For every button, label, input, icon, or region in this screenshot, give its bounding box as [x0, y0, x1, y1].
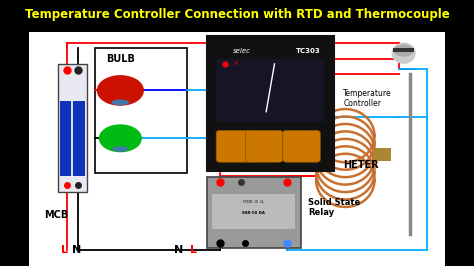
Ellipse shape — [112, 100, 128, 105]
Text: Temperature
Controller: Temperature Controller — [343, 89, 392, 108]
Text: FOTEK  CE  UL: FOTEK CE UL — [243, 200, 264, 204]
Text: HETER: HETER — [343, 160, 379, 170]
Circle shape — [100, 125, 141, 152]
Text: BULB: BULB — [106, 53, 135, 64]
Bar — [60, 101, 85, 176]
FancyBboxPatch shape — [246, 130, 283, 162]
Ellipse shape — [113, 147, 128, 151]
FancyBboxPatch shape — [58, 64, 87, 192]
Text: TC303: TC303 — [296, 48, 320, 53]
Bar — [216, 59, 325, 122]
FancyBboxPatch shape — [216, 130, 254, 162]
FancyBboxPatch shape — [207, 36, 334, 171]
Text: Solid State
Relay: Solid State Relay — [308, 198, 360, 217]
Bar — [29, 32, 445, 266]
Bar — [393, 48, 414, 52]
Bar — [212, 194, 295, 229]
Text: R: R — [235, 61, 238, 66]
Text: L: L — [61, 245, 68, 255]
Text: N: N — [174, 245, 183, 255]
Bar — [95, 48, 187, 173]
Text: N: N — [72, 245, 81, 255]
Text: SSR-50 DA: SSR-50 DA — [242, 211, 265, 215]
Circle shape — [98, 76, 143, 105]
FancyBboxPatch shape — [283, 130, 320, 162]
Text: selec: selec — [233, 48, 251, 53]
Text: Temperature Controller Connection with RTD and Thermocouple: Temperature Controller Connection with R… — [25, 8, 449, 21]
Ellipse shape — [392, 43, 415, 63]
Ellipse shape — [394, 45, 413, 56]
FancyBboxPatch shape — [207, 177, 301, 248]
Text: MCB: MCB — [44, 210, 68, 221]
Text: L: L — [190, 245, 197, 255]
Bar — [29, 0, 445, 32]
Text: RTD: RTD — [398, 22, 421, 32]
Bar — [374, 148, 391, 161]
Bar — [300, 148, 316, 161]
